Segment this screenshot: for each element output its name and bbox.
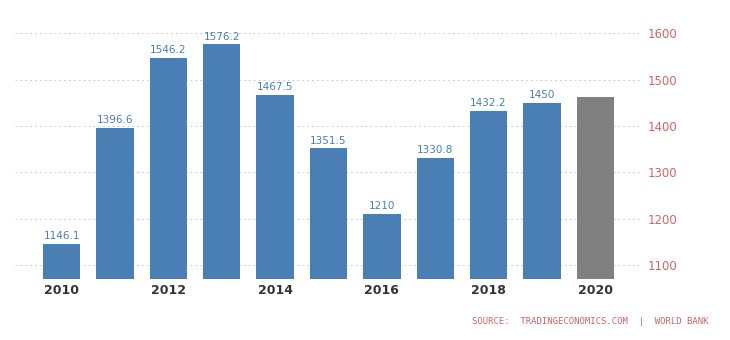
Bar xyxy=(96,128,134,279)
Bar xyxy=(523,103,561,279)
Bar xyxy=(43,243,80,279)
Text: 1330.8: 1330.8 xyxy=(417,145,453,155)
Text: 1467.5: 1467.5 xyxy=(257,82,293,92)
Bar xyxy=(310,149,347,279)
Bar xyxy=(363,214,401,279)
Text: 1351.5: 1351.5 xyxy=(310,136,347,146)
Text: SOURCE:  TRADINGECONOMICS.COM  |  WORLD BANK: SOURCE: TRADINGECONOMICS.COM | WORLD BAN… xyxy=(472,318,708,326)
Text: 1396.6: 1396.6 xyxy=(97,115,134,125)
Bar xyxy=(577,97,614,279)
Bar xyxy=(256,95,294,279)
Text: 1146.1: 1146.1 xyxy=(44,231,80,241)
Text: 1546.2: 1546.2 xyxy=(150,46,187,55)
Bar xyxy=(150,58,187,279)
Text: 1210: 1210 xyxy=(369,201,395,211)
Bar xyxy=(417,158,454,279)
Bar xyxy=(470,111,507,279)
Text: 1576.2: 1576.2 xyxy=(204,32,240,41)
Text: 1432.2: 1432.2 xyxy=(470,98,507,108)
Text: 1450: 1450 xyxy=(529,90,555,100)
Bar xyxy=(203,45,240,279)
